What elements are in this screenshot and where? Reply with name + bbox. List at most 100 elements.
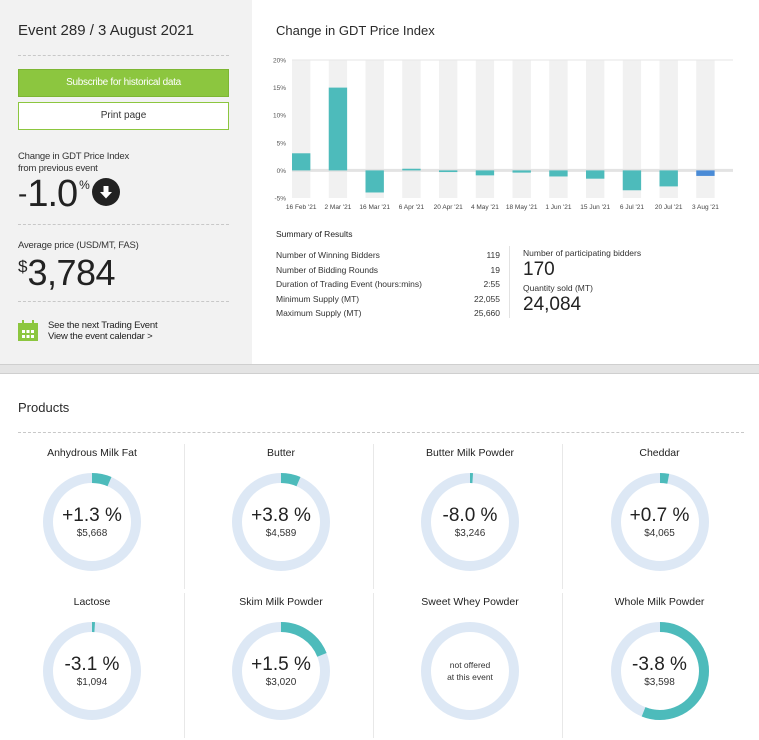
chart-band-light [383, 60, 403, 198]
product-name: Cheddar [639, 447, 680, 459]
product-card[interactable]: Cheddar +0.7 % $4,065 [567, 444, 752, 589]
x-tick-label: 20 Apr '21 [434, 204, 463, 211]
donut-label: +3.8 % $4,589 [231, 472, 331, 572]
y-tick-label: 15% [273, 85, 286, 92]
subscribe-button[interactable]: Subscribe for historical data [18, 69, 229, 97]
divider [509, 246, 510, 318]
product-change: -8.0 % [442, 504, 498, 526]
donut-label: +1.3 % $5,668 [42, 472, 142, 572]
change-number: 1.0 [27, 173, 78, 215]
product-name: Sweet Whey Powder [421, 596, 519, 608]
chart-band [659, 60, 679, 198]
product-price: $4,065 [644, 527, 675, 539]
chart-band [365, 60, 385, 198]
summary-value: 119 [486, 250, 500, 260]
quantity-sold-value: 24,084 [523, 294, 582, 315]
product-card[interactable]: Butter Milk Powder -8.0 % $3,246 [378, 444, 563, 589]
donut-fill [610, 473, 709, 571]
product-change: -3.1 % [64, 653, 120, 675]
product-price: $3,020 [265, 676, 297, 688]
bar [328, 87, 348, 171]
product-card[interactable]: Butter +3.8 % $4,589 [189, 444, 374, 589]
bar [696, 170, 715, 176]
currency-symbol: $ [18, 257, 28, 276]
divider [18, 301, 229, 302]
product-card[interactable]: Anhydrous Milk Fat +1.3 % $5,668 [0, 444, 185, 589]
summary-value: 25,660 [474, 308, 500, 319]
product-name: Lactose [73, 596, 111, 608]
donut-fill [43, 622, 141, 720]
average-price-value: $ 3,784 [18, 252, 116, 294]
chart-band [475, 60, 495, 198]
product-change: +0.7 % [629, 504, 690, 526]
y-tick-label: 20% [273, 58, 286, 65]
chart-band-light [604, 60, 623, 198]
chart-band-light [714, 60, 733, 198]
product-donut [610, 622, 709, 720]
x-tick-label: 3 Aug '21 [692, 204, 719, 211]
chart-band [622, 60, 642, 198]
x-tick-label: 6 Apr '21 [399, 204, 425, 211]
product-change: -3.8 % [632, 653, 687, 675]
donut-label: -3.8 % $3,598 [610, 621, 710, 721]
bar [659, 170, 678, 187]
donut-fill [232, 622, 330, 720]
divider [18, 224, 229, 225]
chart-band [586, 60, 605, 198]
product-name: Anhydrous Milk Fat [47, 447, 137, 459]
product-name: Butter Milk Powder [425, 447, 515, 459]
product-card[interactable]: Sweet Whey Powder not offered at this even… [378, 593, 563, 738]
product-change: +1.3 % [62, 504, 122, 526]
product-card[interactable]: Skim Milk Powder +1.5 % $3,020 [189, 593, 374, 738]
x-tick-label: 4 May '21 [471, 204, 499, 211]
participating-bidders-value: 170 [523, 259, 555, 280]
product-donut [232, 622, 330, 720]
chart-band [696, 60, 715, 198]
chart-band [549, 60, 568, 198]
product-card[interactable]: Lactose -3.1 % $1,094 [0, 593, 185, 738]
summary-value: 19 [490, 264, 500, 275]
chart-band-light [420, 60, 439, 198]
summary-row: Duration of Trading Event (hours:mins) 2:… [276, 277, 500, 292]
chart-band [439, 60, 458, 198]
donut-label: +0.7 % $4,065 [610, 472, 710, 572]
x-tick-label: 6 Jul '21 [620, 204, 644, 211]
print-button[interactable]: Print page [18, 102, 229, 130]
average-price-number: 3,784 [27, 252, 116, 293]
section-divider [0, 364, 759, 374]
summary-title: Summary of Results [276, 229, 353, 239]
bar [402, 168, 421, 171]
x-tick-label: 20 Jul '21 [655, 204, 683, 211]
summary-row: Minimum Supply (MT) 22,055 [276, 292, 500, 307]
summary-value: 2:55 [483, 279, 500, 290]
chart-band [402, 60, 421, 198]
event-title: Event 289 / 3 August 2021 [18, 22, 194, 39]
summary-row: Number of Bidding Rounds 19 [276, 263, 500, 278]
y-tick-label: 10% [273, 113, 286, 120]
chart-band [512, 60, 532, 198]
product-price: $3,246 [454, 527, 486, 539]
event-calendar-link[interactable]: View the event calendar > [48, 331, 153, 342]
event-sidebar: Event 289 / 3 August 2021 Subscribe for … [0, 0, 252, 364]
summary-table: Number of Winning Bidders 119 Number of B… [276, 248, 500, 321]
product-card[interactable]: Whole Milk Powder -3.8 % $3,598 [567, 593, 752, 738]
bar [622, 170, 642, 191]
product-change: +1.5 % [251, 653, 311, 675]
bar [292, 153, 311, 171]
x-tick-label: 2 Mar '21 [324, 204, 351, 211]
price-index-chart: 20% 15% 10% 5% 0% -5%16 Feb '21 2 Mar '21 16 Ma… [273, 58, 733, 211]
price-index-panel: Change in GDT Price Index 20% 15% 10% 5% 0% -… [252, 0, 759, 364]
summary-label: Duration of Trading Event (hours:mins) [276, 279, 422, 290]
summary-label: Number of Bidding Rounds [276, 264, 379, 275]
product-donut [232, 473, 330, 571]
bar [512, 170, 531, 173]
donut-fill [43, 473, 141, 571]
product-name: Skim Milk Powder [239, 596, 323, 608]
event-overview: Event 289 / 3 August 2021 Subscribe for … [0, 0, 759, 364]
chart-band-light [310, 60, 329, 198]
calendar-icon[interactable] [18, 320, 38, 341]
chart-band [292, 60, 311, 198]
bar [365, 170, 384, 193]
x-tick-label: 18 May '21 [506, 204, 538, 211]
donut-label: +1.5 % $3,020 [231, 621, 331, 721]
